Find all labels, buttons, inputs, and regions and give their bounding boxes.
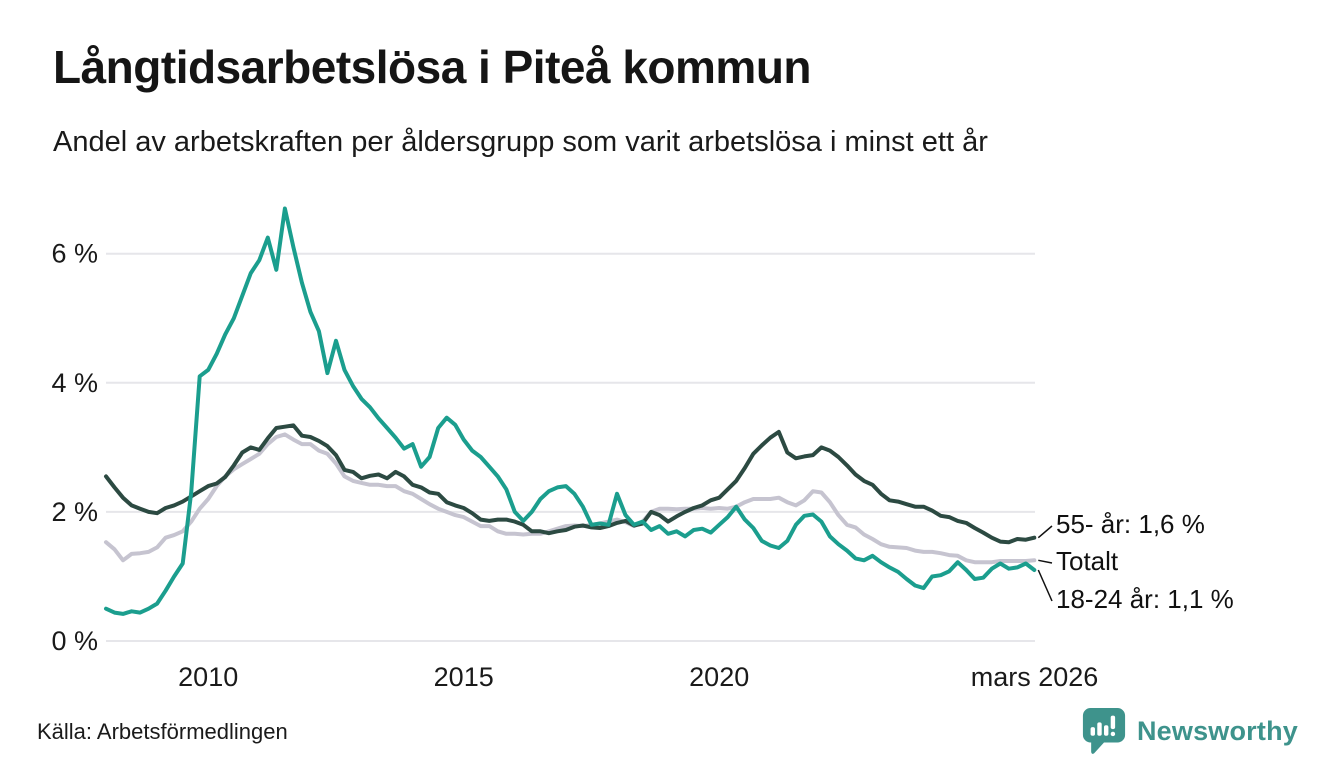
svg-text:2 %: 2 % [51, 497, 98, 527]
newsworthy-logo: Newsworthy [1081, 706, 1298, 756]
svg-text:Totalt: Totalt [1056, 546, 1119, 576]
chart-subtitle: Andel av arbetskraften per åldersgrupp s… [53, 126, 988, 158]
svg-text:4 %: 4 % [51, 368, 98, 398]
source-note: Källa: Arbetsförmedlingen [37, 719, 288, 744]
svg-text:18-24 år: 1,1 %: 18-24 år: 1,1 % [1056, 584, 1234, 614]
svg-text:55- år: 1,6 %: 55- år: 1,6 % [1056, 509, 1205, 539]
page-title: Långtidsarbetslösa i Piteå kommun [53, 41, 812, 93]
svg-text:6 %: 6 % [51, 239, 98, 269]
svg-text:mars 2026: mars 2026 [971, 662, 1099, 692]
svg-text:2010: 2010 [178, 662, 238, 692]
svg-text:0 %: 0 % [51, 626, 98, 656]
svg-text:2015: 2015 [434, 662, 494, 692]
newsworthy-logo-text: Newsworthy [1136, 715, 1298, 746]
svg-text:2020: 2020 [689, 662, 749, 692]
newsworthy-logo-icon [1082, 708, 1126, 754]
